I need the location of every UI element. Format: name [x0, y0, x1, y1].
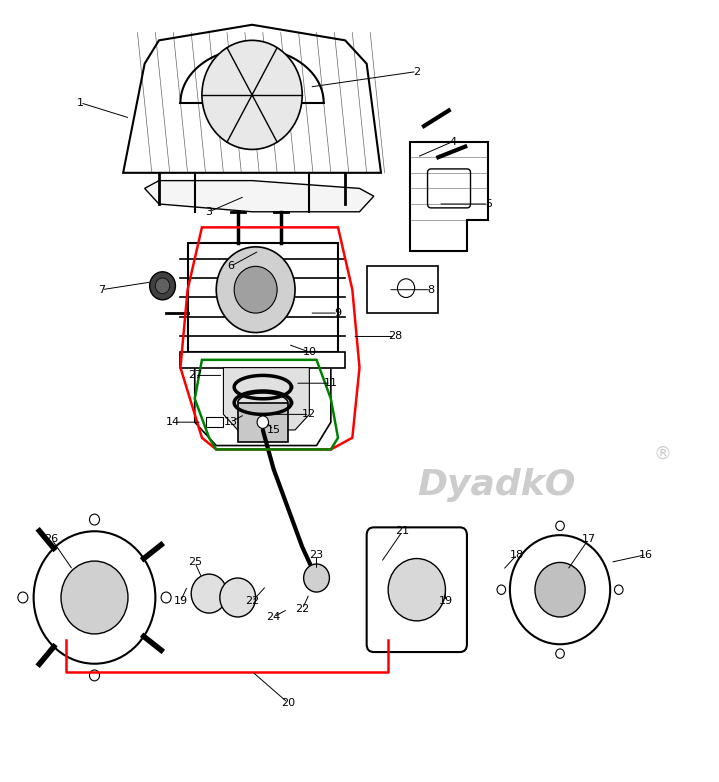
Polygon shape: [145, 181, 374, 212]
Circle shape: [615, 585, 623, 594]
Text: 2: 2: [413, 66, 421, 77]
Circle shape: [257, 416, 268, 429]
Text: 28: 28: [388, 332, 403, 342]
Bar: [180, 352, 345, 368]
Text: 14: 14: [166, 417, 180, 427]
Polygon shape: [410, 142, 488, 251]
Text: 27: 27: [188, 371, 202, 380]
Text: 15: 15: [267, 425, 280, 435]
Text: 19: 19: [173, 597, 188, 606]
Text: 18: 18: [510, 550, 524, 560]
Text: 10: 10: [303, 347, 316, 357]
Text: 12: 12: [302, 409, 316, 419]
Text: 5: 5: [485, 199, 492, 209]
Circle shape: [89, 670, 99, 681]
Circle shape: [234, 267, 277, 313]
Bar: [238, 403, 288, 442]
Circle shape: [388, 558, 446, 621]
Circle shape: [398, 279, 415, 297]
Circle shape: [202, 41, 302, 149]
Circle shape: [155, 278, 170, 293]
Text: 22: 22: [295, 604, 309, 614]
Text: 19: 19: [439, 597, 452, 606]
Circle shape: [191, 574, 227, 613]
Circle shape: [303, 564, 329, 592]
Text: 21: 21: [395, 526, 410, 536]
Circle shape: [220, 578, 256, 617]
Circle shape: [150, 272, 175, 300]
Polygon shape: [224, 368, 309, 430]
Circle shape: [161, 592, 171, 603]
Circle shape: [89, 514, 99, 525]
Circle shape: [61, 561, 128, 634]
Text: 24: 24: [267, 612, 280, 622]
Text: 4: 4: [449, 137, 456, 147]
Text: 6: 6: [227, 261, 234, 271]
Text: ®: ®: [653, 444, 671, 462]
Bar: [188, 243, 338, 352]
Text: 20: 20: [281, 698, 295, 708]
Text: 8: 8: [428, 285, 435, 295]
Polygon shape: [367, 267, 439, 313]
Text: 9: 9: [334, 308, 342, 318]
Text: 22: 22: [245, 597, 259, 606]
Bar: [202, 344, 320, 364]
Text: 13: 13: [224, 417, 237, 427]
Text: 26: 26: [45, 534, 58, 544]
Polygon shape: [195, 352, 331, 446]
Text: 25: 25: [188, 558, 202, 568]
Text: 16: 16: [639, 550, 653, 560]
Circle shape: [510, 535, 610, 644]
Circle shape: [556, 649, 564, 658]
Circle shape: [556, 521, 564, 530]
Text: 1: 1: [77, 98, 83, 108]
Text: 23: 23: [309, 550, 324, 560]
Text: 7: 7: [98, 285, 105, 295]
Bar: [206, 418, 224, 427]
Text: 11: 11: [324, 378, 338, 388]
Circle shape: [535, 562, 585, 617]
Circle shape: [242, 331, 284, 378]
Circle shape: [209, 350, 217, 359]
Circle shape: [34, 531, 155, 664]
Circle shape: [216, 247, 295, 332]
Circle shape: [308, 350, 317, 359]
Text: 17: 17: [582, 534, 596, 544]
Text: 3: 3: [206, 206, 213, 217]
Circle shape: [497, 585, 505, 594]
Polygon shape: [123, 25, 381, 173]
FancyBboxPatch shape: [367, 527, 467, 652]
Circle shape: [18, 592, 28, 603]
Text: DyadkO: DyadkO: [417, 468, 575, 501]
